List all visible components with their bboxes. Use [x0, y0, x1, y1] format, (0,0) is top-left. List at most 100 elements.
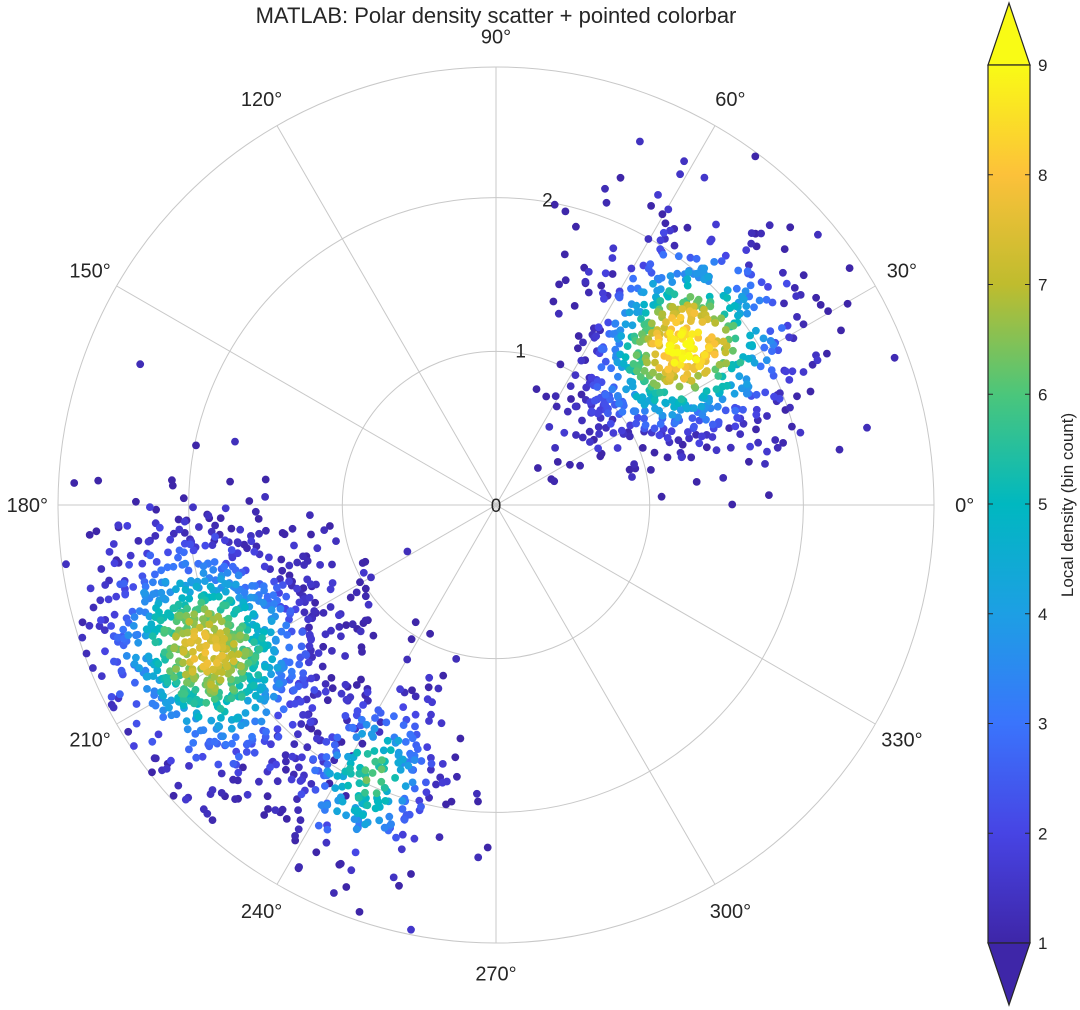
data-point — [615, 293, 624, 302]
data-point — [702, 387, 711, 395]
data-point — [816, 301, 825, 309]
data-point — [574, 344, 582, 353]
theta-tick-label: 210° — [69, 729, 110, 751]
theta-grid-line-4 — [276, 125, 497, 506]
colorbar-tick-label: 4 — [1038, 605, 1047, 624]
data-point — [398, 805, 407, 813]
data-point — [229, 657, 238, 666]
data-point — [206, 582, 215, 591]
data-point — [659, 250, 668, 259]
data-point — [297, 790, 306, 799]
data-point — [166, 667, 174, 675]
data-point — [214, 722, 223, 730]
data-point — [242, 748, 251, 756]
data-point — [371, 757, 380, 766]
data-point — [234, 650, 243, 658]
data-point — [350, 815, 359, 823]
data-point — [571, 402, 580, 411]
data-point — [590, 396, 599, 405]
data-point — [142, 625, 151, 634]
data-point — [571, 371, 580, 379]
data-point — [197, 598, 206, 607]
data-point — [167, 756, 175, 765]
data-point — [231, 795, 240, 803]
data-point — [170, 644, 179, 653]
data-point — [640, 367, 649, 375]
data-point — [216, 704, 225, 713]
data-point — [122, 652, 131, 660]
data-point — [100, 626, 109, 634]
data-point — [266, 628, 275, 637]
data-point — [231, 733, 240, 741]
data-point — [236, 631, 245, 640]
data-point — [574, 332, 583, 340]
data-point — [273, 583, 281, 592]
data-point — [261, 493, 269, 501]
data-point — [132, 653, 140, 662]
data-point — [279, 705, 288, 714]
data-point — [265, 553, 273, 562]
data-point — [667, 427, 676, 436]
data-point — [732, 284, 741, 293]
data-point — [793, 392, 801, 401]
data-point — [199, 562, 208, 571]
data-point — [392, 833, 400, 842]
data-point — [687, 453, 696, 462]
data-point — [298, 628, 307, 636]
data-point — [639, 288, 648, 297]
data-point — [341, 680, 350, 689]
data-point — [626, 421, 635, 430]
theta-grid-line-1 — [495, 285, 876, 506]
data-point — [593, 409, 602, 418]
data-point — [231, 580, 240, 589]
data-point — [295, 660, 304, 669]
data-point — [348, 620, 357, 629]
data-point — [251, 691, 260, 700]
data-point — [300, 680, 309, 689]
data-point — [194, 713, 203, 721]
data-point — [185, 617, 194, 626]
data-point — [361, 820, 369, 829]
data-point — [323, 696, 332, 705]
data-point — [745, 457, 753, 466]
data-point — [707, 333, 716, 342]
data-point — [761, 388, 770, 397]
data-point — [338, 782, 347, 791]
data-point — [654, 275, 663, 284]
data-point — [243, 615, 252, 623]
data-point — [97, 565, 106, 573]
data-point — [704, 272, 713, 281]
data-point — [579, 338, 587, 347]
data-point — [323, 760, 332, 769]
data-point — [208, 816, 217, 824]
data-point — [358, 648, 366, 656]
data-point — [687, 377, 696, 385]
data-point — [322, 838, 331, 847]
data-point — [185, 594, 194, 603]
data-point — [408, 686, 416, 695]
data-point — [195, 523, 203, 531]
data-point — [214, 760, 223, 769]
data-point — [742, 389, 751, 398]
data-point — [410, 756, 419, 764]
data-point — [630, 460, 638, 468]
data-point — [658, 310, 667, 318]
data-point — [890, 353, 899, 362]
data-point — [178, 594, 187, 602]
data-point — [594, 423, 603, 431]
data-point — [361, 592, 370, 601]
data-point — [101, 581, 110, 589]
data-point — [268, 655, 277, 664]
data-point — [751, 152, 760, 161]
data-point — [726, 304, 734, 312]
data-point — [270, 647, 278, 656]
data-point — [191, 685, 200, 694]
data-point — [306, 511, 314, 519]
data-point — [378, 756, 386, 764]
data-point — [335, 611, 343, 620]
data-point — [675, 382, 684, 391]
data-point — [297, 642, 306, 651]
data-point — [321, 680, 330, 688]
data-point — [146, 551, 155, 560]
